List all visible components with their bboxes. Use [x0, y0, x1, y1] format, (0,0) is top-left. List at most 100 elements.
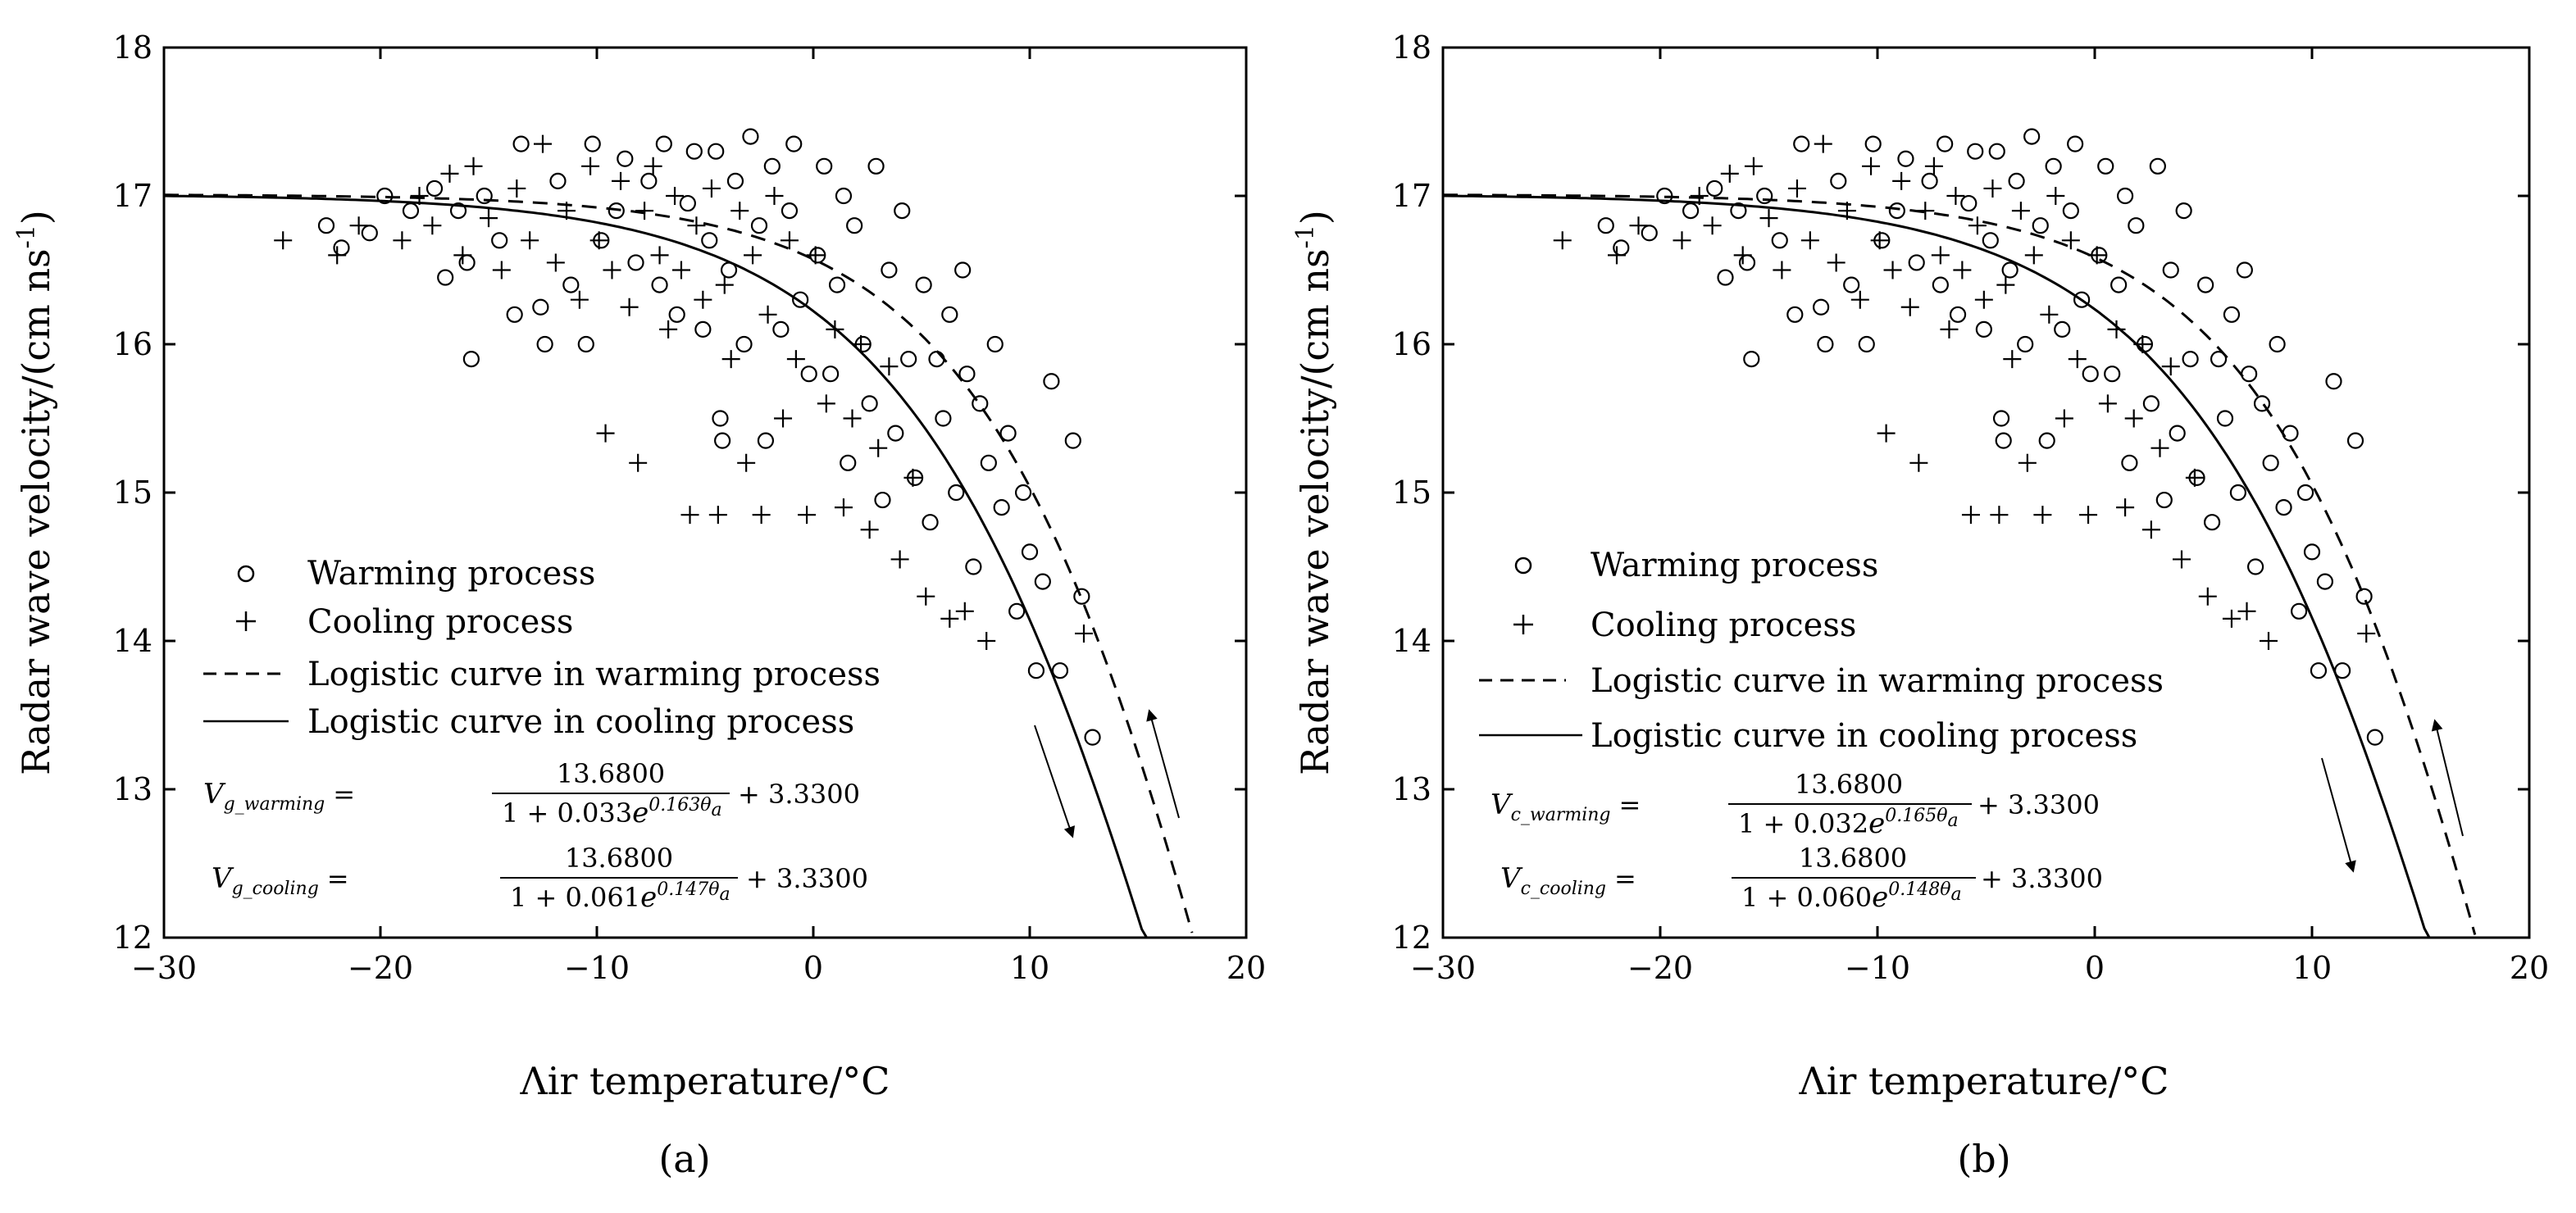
warming-point	[1021, 543, 1039, 561]
warming-point	[577, 335, 594, 353]
y-tick-label: 17	[1392, 178, 1431, 214]
panel-b-xlabel: Λir temperature/°C	[1799, 1059, 2169, 1103]
legend-warming-marker	[1514, 557, 1532, 575]
legend-cooling-marker	[236, 611, 256, 631]
warming-point	[1960, 194, 1978, 212]
cooling-logistic-curve	[163, 194, 1148, 938]
svg-text:Vc_warming=: Vc_warming =	[1491, 788, 1641, 825]
panel-a-ylabel: Radar wave velocity/(cm ns-1)	[12, 210, 58, 775]
cooling-point	[2033, 506, 2052, 525]
cooling-point	[570, 290, 589, 309]
cooling-point	[806, 246, 825, 265]
warming-point	[1064, 432, 1081, 449]
cooling-point	[2046, 187, 2065, 205]
cooling-point	[694, 290, 712, 309]
cooling-point	[869, 438, 888, 457]
warming-point	[900, 351, 917, 368]
warming-point	[2325, 373, 2342, 390]
warming-point	[2067, 135, 2084, 152]
cooling-point	[1814, 134, 1832, 153]
warming-point	[2054, 320, 2071, 338]
warming-point	[584, 135, 601, 152]
warming-point	[881, 261, 898, 279]
cooling-point	[1892, 171, 1911, 190]
cooling-point	[758, 305, 777, 324]
warming-point	[2182, 351, 2199, 368]
cooling-point	[1990, 506, 2009, 525]
warming-point	[376, 187, 394, 205]
y-tick-label: 14	[113, 623, 152, 659]
warming-point	[1008, 602, 1026, 620]
x-tick-label: 10	[2292, 950, 2332, 986]
cooling-point	[507, 179, 526, 198]
legend-warming-label: Warming process	[307, 555, 595, 593]
warming-point	[750, 217, 768, 234]
cooling-point	[715, 275, 734, 294]
cooling-point	[620, 298, 639, 316]
warming-point	[562, 276, 580, 293]
warming-point	[361, 225, 378, 242]
warming-point	[948, 484, 965, 502]
warming-point	[2303, 543, 2321, 561]
warming-point	[1843, 276, 1860, 293]
cooling-point	[671, 261, 690, 279]
y-tick-label: 13	[1392, 771, 1431, 807]
cooling-point	[730, 202, 749, 220]
warming-point	[1034, 573, 1051, 590]
warming-point	[708, 143, 725, 160]
warming-point	[1771, 232, 1788, 249]
cooling-point	[852, 335, 871, 353]
cooling-point	[2061, 231, 2080, 250]
panel-b-ticks: −30 −20 −10 0 10 20 12 13 14 15 16 17 18	[1392, 30, 2550, 986]
warming-point	[2104, 366, 2121, 383]
svg-text:+ 3.3300: + 3.3300	[1978, 789, 2100, 820]
warming-point	[941, 306, 958, 323]
cooling-point	[2124, 409, 2143, 428]
cooling-point	[635, 202, 654, 220]
cooling-point	[603, 261, 621, 279]
y-tick-label: 16	[113, 326, 152, 362]
warming-point	[1830, 172, 1847, 189]
warming-point	[1992, 410, 2010, 427]
warming-point	[2216, 410, 2234, 427]
warming-point	[800, 366, 817, 383]
warming-point	[785, 135, 803, 152]
panel-a-marks	[163, 128, 1194, 938]
cooling-point	[843, 409, 862, 428]
warming-point	[655, 135, 672, 152]
cooling-point	[1862, 157, 1881, 175]
warming-point	[2316, 573, 2333, 590]
warming-point	[2082, 366, 2099, 383]
warming-point	[2121, 454, 2138, 471]
cooling-point	[687, 216, 706, 235]
cooling-point	[666, 187, 685, 205]
legend-warming-label: Warming process	[1591, 547, 1878, 584]
cooling-point	[2107, 320, 2126, 338]
warming-point	[679, 194, 696, 212]
cooling-point	[834, 498, 853, 517]
warming-point	[2204, 514, 2221, 531]
cooling-point	[1608, 246, 1626, 265]
panel-b-ylabel: Radar wave velocity/(cm ns-1)	[1291, 210, 1337, 775]
cooling-point	[817, 394, 835, 413]
warming-point	[986, 335, 1004, 353]
warming-point	[915, 276, 932, 293]
warming-point	[2269, 335, 2286, 353]
warming-point	[2275, 498, 2292, 516]
y-tick-label: 15	[1392, 475, 1431, 511]
cooling-point	[1924, 157, 1943, 175]
warming-point	[822, 366, 840, 383]
warming-point	[2253, 395, 2271, 412]
cooling-point	[2237, 602, 2256, 620]
cooling-point	[2116, 498, 2135, 517]
cooling-point	[1909, 453, 1928, 472]
cooling-point	[702, 179, 721, 198]
warming-point	[742, 128, 759, 145]
y-tick-label: 16	[1392, 326, 1431, 362]
x-tick-label: −20	[348, 950, 413, 986]
cooling-point	[274, 231, 293, 250]
warming-point	[965, 558, 982, 575]
warming-point	[972, 395, 989, 412]
panel-b-legend: Warming process Cooling process Logistic…	[1479, 547, 2164, 755]
svg-text:13.6800: 13.6800	[565, 843, 673, 874]
